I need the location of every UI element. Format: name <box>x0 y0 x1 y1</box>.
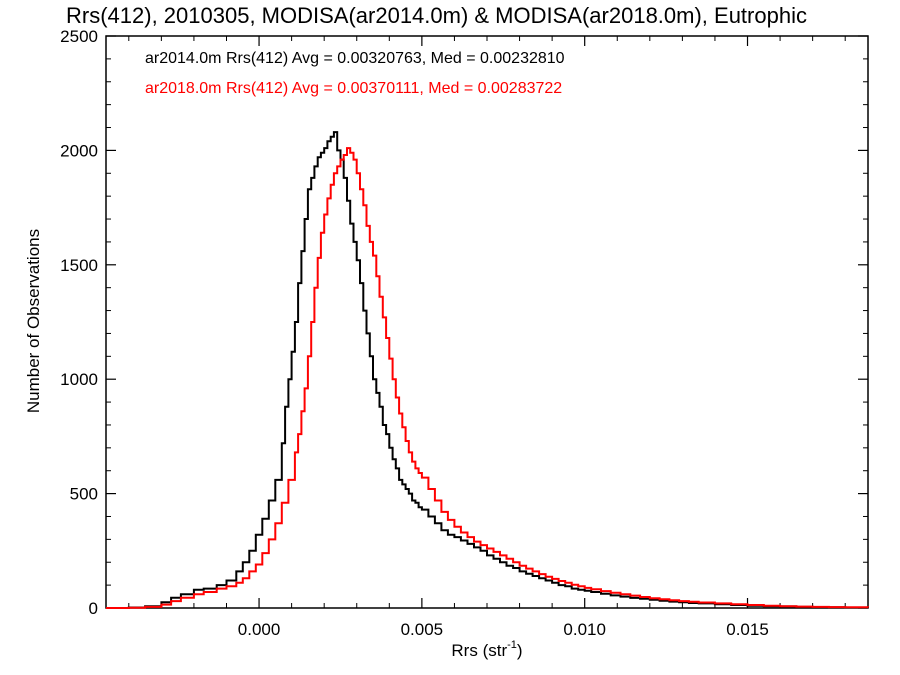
legend: ar2014.0m Rrs(412) Avg = 0.00320763, Med… <box>145 50 565 97</box>
y-tick-label: 2000 <box>60 141 98 160</box>
legend-entry-red: ar2018.0m Rrs(412) Avg = 0.00370111, Med… <box>145 80 562 97</box>
y-tick-label: 1500 <box>60 256 98 275</box>
chart-title: Rrs(412), 2010305, MODISA(ar2014.0m) & M… <box>66 3 807 28</box>
x-axis-label-superscript: -1 <box>507 639 517 651</box>
plot-border <box>105 35 869 609</box>
x-axis-label: Rrs (str-1) <box>451 639 522 660</box>
series-line-ar2018.0m <box>106 147 869 609</box>
x-tick-label: 0.015 <box>726 620 769 639</box>
series-line-ar2014.0m <box>106 131 869 609</box>
y-axis: 0 500 1000 1500 2000 2500 <box>60 27 868 618</box>
x-axis-label-end: ) <box>517 641 523 660</box>
y-tick-label: 1000 <box>60 370 98 389</box>
x-tick-label: 0.000 <box>238 620 281 639</box>
x-axis: 0.000 0.005 0.010 0.015 <box>128 36 846 639</box>
x-tick-label: 0.005 <box>401 620 444 639</box>
y-axis-label: Number of Observations <box>24 229 43 413</box>
x-tick-label: 0.010 <box>563 620 606 639</box>
legend-entry-black: ar2014.0m Rrs(412) Avg = 0.00320763, Med… <box>145 50 565 67</box>
y-tick-label: 2500 <box>60 27 98 46</box>
plot-frame <box>105 35 869 609</box>
x-axis-label-main: Rrs (str <box>451 641 507 660</box>
y-tick-label: 500 <box>70 485 98 504</box>
series-layer <box>106 131 869 609</box>
y-tick-label: 0 <box>89 599 98 618</box>
